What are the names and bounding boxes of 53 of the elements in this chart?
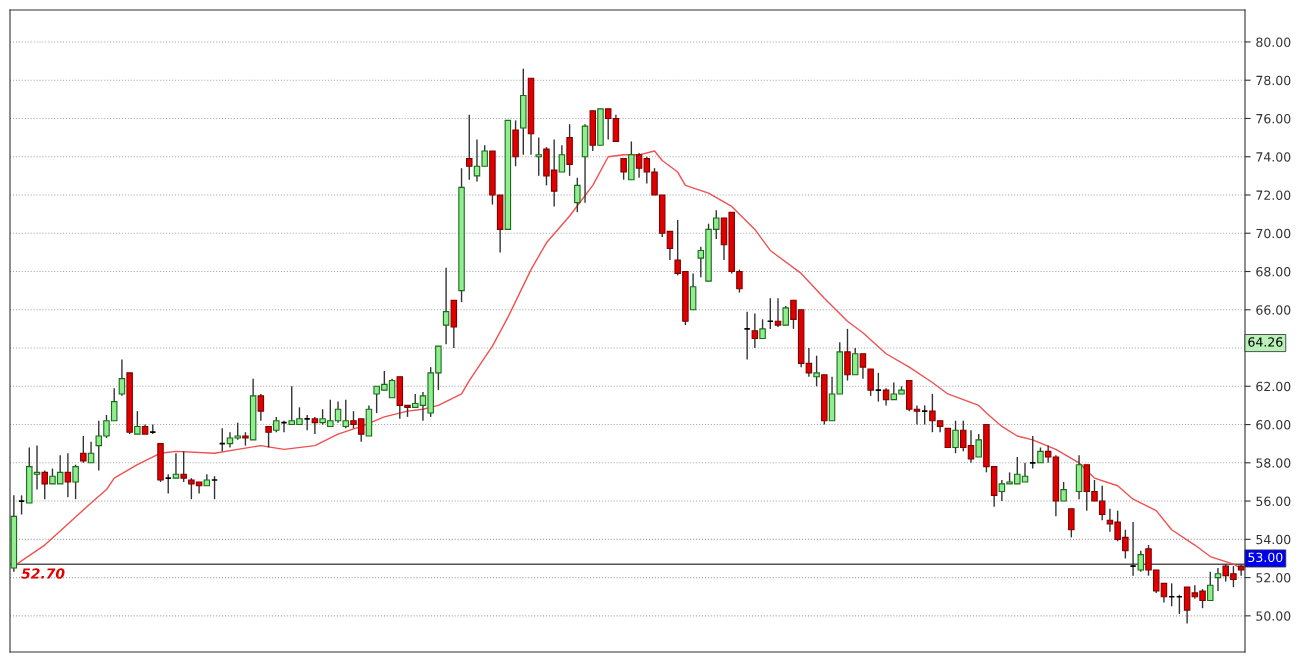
y-tick-label: 60.00 (1256, 420, 1291, 430)
y-tick-label: 70.00 (1256, 228, 1291, 239)
candlestick (944, 427, 952, 449)
candlestick (72, 464, 79, 500)
candlestick (1068, 508, 1075, 539)
candlestick (952, 420, 959, 454)
y-tick-label: 76.00 (1256, 113, 1291, 124)
candlestick (1137, 550, 1145, 573)
candlestick (813, 354, 820, 387)
candlestick (751, 312, 759, 349)
candlestick (574, 177, 581, 213)
candlestick (844, 328, 851, 382)
y-tick-label: 74.00 (1256, 152, 1291, 162)
y-tick-label: 66.00 (1256, 305, 1291, 315)
candlestick (774, 297, 782, 328)
candlestick (859, 353, 867, 380)
y-tick-label: 68.00 (1256, 266, 1291, 277)
candlestick (442, 266, 450, 345)
y-tick-label: 80.00 (1256, 37, 1291, 47)
candlestick (867, 368, 874, 397)
candlestick (265, 425, 272, 449)
y-tick-label: 58.00 (1256, 458, 1291, 468)
candlestick (311, 416, 319, 435)
y-tick-label: 78.00 (1256, 75, 1291, 86)
y-tick-label: 56.00 (1256, 496, 1291, 506)
candlestick (257, 393, 265, 422)
candlestick (64, 452, 72, 498)
y-tick-label: 54.00 (1256, 534, 1291, 545)
ref-line-label: 52.70 (21, 568, 65, 579)
candlestick (1060, 481, 1067, 502)
y-tick-label: 72.00 (1256, 190, 1291, 200)
candlestick (134, 410, 141, 435)
candlestick (180, 450, 187, 483)
y-tick-label: 52.00 (1256, 573, 1291, 583)
candlestick (689, 272, 697, 311)
candlestick (466, 113, 473, 181)
annotation: 64.26 (1248, 337, 1283, 347)
candlestick (782, 305, 789, 326)
candlestick (1214, 567, 1222, 592)
y-tick-label: 50.00 (1256, 611, 1291, 621)
candlestick (975, 433, 982, 458)
candlestick (558, 144, 566, 173)
candlestick (620, 157, 627, 181)
annotation: 53.00 (1248, 552, 1283, 563)
candlestick (851, 347, 859, 376)
candlestick (759, 318, 766, 340)
candlestick (80, 435, 87, 464)
candlestick (1207, 571, 1214, 602)
candlestick (118, 358, 126, 397)
y-tick-label: 62.00 (1256, 381, 1291, 392)
candlestick (41, 469, 48, 500)
candlestick (172, 452, 180, 479)
candlestick (535, 136, 542, 177)
